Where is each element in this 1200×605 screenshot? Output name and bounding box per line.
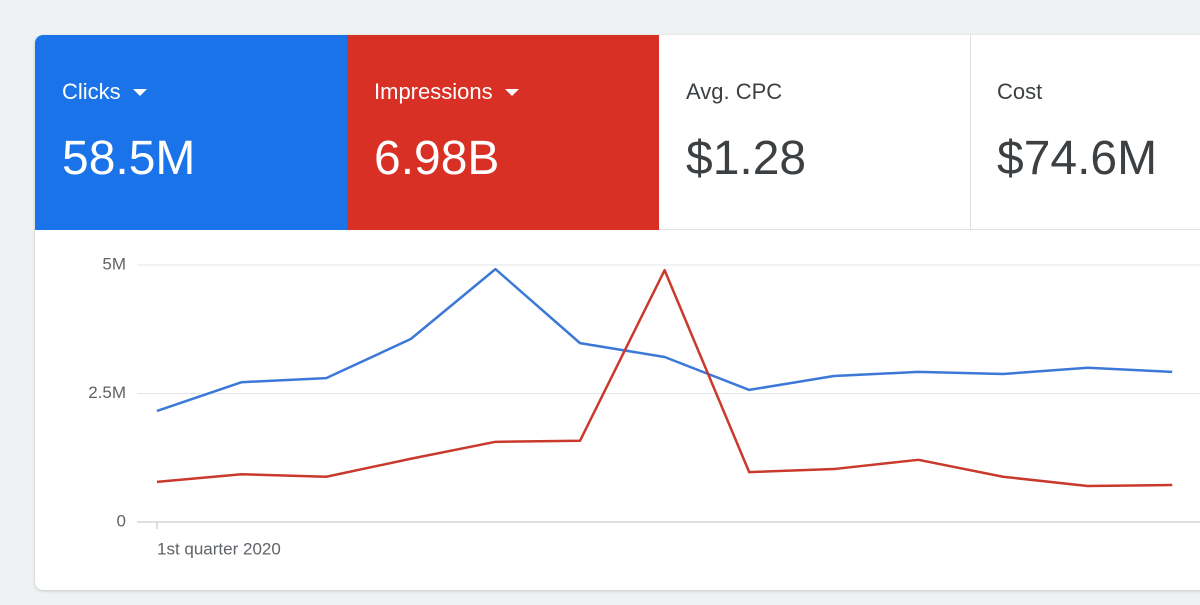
performance-card: Clicks 58.5M Impressions 6.98B Avg. CPC … <box>35 35 1200 590</box>
metric-value: $1.28 <box>686 132 807 185</box>
metric-label: Cost <box>997 79 1043 104</box>
x-tick-label: 1st quarter 2020 <box>157 539 281 558</box>
metric-value: $74.6M <box>997 132 1158 185</box>
metric-card[interactable]: Cost $74.6M <box>970 35 1200 230</box>
series-line <box>156 267 1173 413</box>
metric-card[interactable]: Clicks 58.5M <box>35 35 347 230</box>
y-tick-label: 2.5M <box>88 383 126 402</box>
dropdown-caret[interactable] <box>504 88 519 96</box>
dropdown-caret[interactable] <box>132 88 147 96</box>
metric-value: 58.5M <box>62 132 196 185</box>
metric-label: Impressions <box>374 79 493 104</box>
metric-label: Avg. CPC <box>686 79 783 104</box>
series-line <box>156 268 1173 488</box>
y-tick-label: 0 <box>117 511 126 530</box>
metric-card[interactable]: Impressions 6.98B <box>347 35 659 230</box>
metric-label: Clicks <box>62 79 121 104</box>
y-tick-label: 5M <box>102 254 126 273</box>
metric-value: 6.98B <box>374 132 500 185</box>
metric-card[interactable]: Avg. CPC $1.28 <box>659 35 971 230</box>
